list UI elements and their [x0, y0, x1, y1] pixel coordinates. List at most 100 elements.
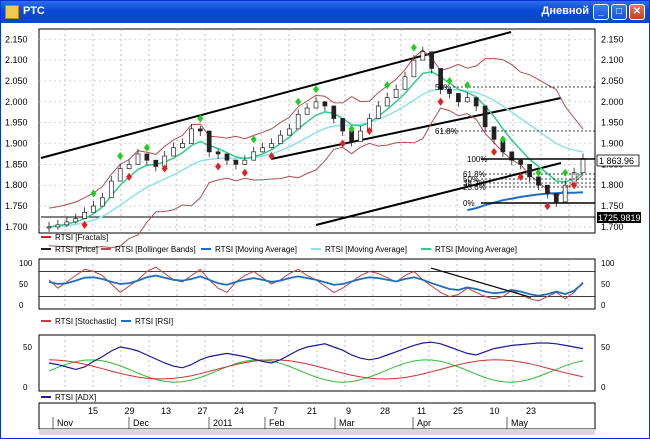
moving-average-fast-line	[48, 71, 584, 228]
adx-ytick-right: 50	[601, 343, 610, 352]
minimize-button[interactable]: _	[593, 4, 609, 20]
price-candle-body	[545, 184, 550, 194]
price-ytick-right: 1.800	[601, 180, 624, 190]
fractal-down-marker	[339, 139, 346, 148]
x-axis-month-label: Nov	[57, 418, 74, 428]
osc-ytick-right: 50	[601, 280, 610, 289]
fractal-down-marker	[544, 202, 551, 211]
price-ytick-left: 1.750	[5, 201, 28, 211]
price-ytick-right: 2.150	[601, 34, 624, 44]
x-axis-month-label: Feb	[269, 418, 285, 428]
price-ytick-right: 1.950	[601, 118, 624, 128]
price-candle-body	[55, 224, 61, 228]
adx-y-axis: 50 50 0 0	[23, 343, 610, 392]
oscillator-series-group	[48, 266, 584, 302]
price-candle-body	[553, 193, 559, 203]
price-ytick-right: 2.000	[601, 97, 624, 107]
price-candle-body	[242, 159, 248, 165]
price-ytick-left: 1.950	[5, 118, 28, 128]
price-legend: RTSI [Fractals] RTSI [Price] RTSI [Bolling…	[41, 233, 517, 254]
price-candle-body	[278, 134, 283, 144]
price-candle-body	[402, 76, 408, 90]
fractal-up-marker	[446, 76, 453, 85]
fractal-down-marker	[571, 181, 578, 190]
price-candle-body	[438, 68, 443, 90]
x-axis-day-label: 23	[526, 406, 536, 416]
price-candle-body	[82, 211, 87, 219]
x-axis-day-label: 28	[380, 406, 390, 416]
lower-channel-line	[315, 162, 562, 226]
price-series-group	[46, 46, 586, 249]
price-candle-body	[286, 128, 292, 136]
fractal-up-marker	[313, 85, 319, 94]
price-candle-body	[180, 143, 185, 149]
fractal-down-marker	[241, 168, 248, 177]
fibonacci-label: 38.2%	[463, 179, 486, 188]
app-icon	[5, 5, 19, 19]
low-price-label: 1725.9819	[598, 213, 641, 223]
price-candle-body	[171, 147, 176, 157]
price-candle-body	[100, 197, 105, 207]
price-candle-body	[64, 221, 70, 226]
price-candle-body	[251, 151, 257, 161]
price-candle-body	[447, 88, 452, 94]
fractal-up-marker	[562, 168, 569, 177]
adx-series-group	[48, 341, 584, 383]
price-ytick-right: 1.750	[601, 201, 624, 211]
fractal-up-marker	[384, 81, 391, 90]
price-candle-body	[144, 153, 150, 161]
price-ytick-right: 1.700	[601, 222, 624, 232]
oscillator-legend: RTSI [Stochastic] RTSI [RSI]	[41, 317, 173, 326]
x-axis-day-label: 24	[234, 406, 244, 416]
fractal-down-marker	[268, 152, 275, 161]
price-candle-body	[384, 97, 390, 107]
timeframe-label: Дневной	[541, 5, 590, 17]
fractal-down-marker	[161, 164, 168, 173]
legend-label: RTSI [Moving Average]	[435, 245, 517, 254]
price-candle-body	[215, 151, 221, 155]
price-candle-body	[358, 130, 363, 142]
fractal-down-marker	[366, 127, 373, 135]
scroll-bar[interactable]	[39, 429, 595, 435]
title-bar[interactable]: РТС Дневной _ □ ✕	[1, 1, 649, 23]
maximize-button[interactable]: □	[611, 4, 627, 20]
x-axis-month-label: Mar	[339, 418, 355, 428]
price-candle-body	[340, 118, 346, 132]
adx-line	[48, 341, 584, 371]
x-axis-month-label: Dec	[133, 418, 150, 428]
osc-trend-line	[430, 267, 532, 299]
price-ytick-right: 2.100	[601, 55, 624, 65]
osc-ytick-right: 0	[601, 301, 606, 310]
price-candle-body	[153, 159, 159, 167]
chart-canvas[interactable]: 2.150 2.150 2.100 2.100 2.050 2.050 2.000 2.000…	[1, 23, 649, 437]
price-candle-body	[456, 93, 461, 103]
fractal-up-marker	[410, 43, 417, 52]
price-candle-body	[331, 105, 337, 119]
price-candle-body	[108, 180, 114, 199]
price-candle-body	[73, 218, 79, 223]
price-ytick-right: 1.900	[601, 139, 624, 149]
price-candle-body	[117, 168, 123, 182]
osc-ytick-left: 50	[19, 280, 28, 289]
adx-ytick-left: 0	[23, 383, 28, 392]
close-button[interactable]: ✕	[629, 4, 645, 20]
price-candle-body	[91, 205, 96, 213]
fractal-up-marker	[250, 135, 257, 144]
legend-label: RTSI [Moving Average]	[215, 245, 297, 254]
fractal-up-marker	[295, 97, 302, 106]
price-candle-body	[260, 147, 265, 153]
fractal-up-marker	[143, 143, 150, 152]
x-axis-labels: 15 29 13 27 24 7 21 9 28 11 25 10 23 Nov Dec 2011 Feb Mar…	[52, 406, 536, 429]
x-axis-day-label: 21	[307, 406, 317, 416]
price-candle-body	[429, 51, 435, 69]
fibonacci-label: 0%	[463, 199, 475, 208]
price-ytick-left: 2.050	[5, 76, 28, 86]
price-candle-body	[562, 184, 568, 203]
legend-label: RTSI [RSI]	[135, 317, 173, 326]
fractal-up-marker	[464, 81, 471, 90]
x-axis-month-label: 2011	[213, 418, 232, 428]
price-candle-body	[580, 158, 586, 174]
x-axis-day-label: 10	[489, 406, 499, 416]
middle-channel-line	[270, 97, 562, 160]
